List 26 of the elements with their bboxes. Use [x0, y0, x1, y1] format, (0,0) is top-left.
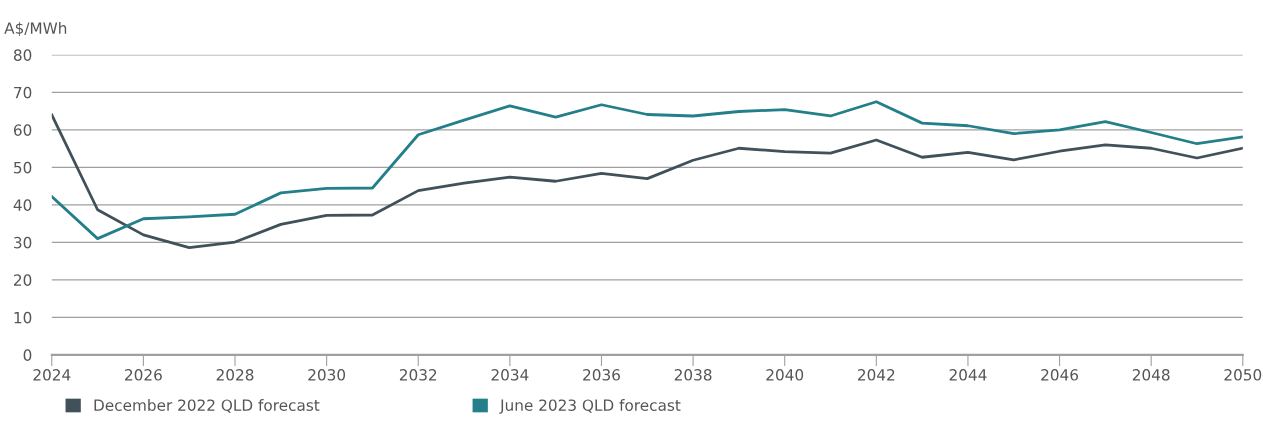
x-tick-label: 2024 — [33, 369, 71, 381]
x-tick-label: 2038 — [674, 369, 712, 381]
x-tick-label: 2034 — [491, 369, 529, 381]
y-tick-label: 80 — [13, 49, 32, 61]
y-tick-label: 60 — [13, 124, 32, 136]
x-tick-label: 2048 — [1132, 369, 1170, 381]
x-tick-label: 2028 — [216, 369, 254, 381]
y-tick-label: 70 — [14, 86, 32, 99]
x-tick-label: 2036 — [583, 369, 620, 381]
y-axis-title: A$/MWh — [4, 22, 67, 36]
x-tick-label: 2030 — [308, 369, 346, 381]
y-tick-label: 30 — [14, 236, 32, 249]
y-tick-label: 40 — [13, 199, 32, 211]
y-tick-label: 10 — [14, 311, 32, 324]
x-tick-label: 2032 — [399, 369, 437, 381]
y-tick-label: 0 — [23, 349, 32, 361]
x-tick-label: 2040 — [766, 369, 804, 381]
x-tick-label: 2026 — [125, 369, 162, 381]
x-tick-label: 2046 — [1041, 369, 1079, 381]
y-tick-label: 20 — [14, 274, 32, 286]
y-tick-label: 50 — [14, 161, 32, 174]
x-tick-label: 2044 — [949, 369, 987, 381]
legend-label: June 2023 QLD forecast — [499, 399, 681, 414]
x-tick-label: 2050 — [1224, 369, 1262, 381]
x-tick-label: 2042 — [858, 369, 895, 381]
legend-label: December 2022 QLD forecast — [94, 399, 320, 413]
